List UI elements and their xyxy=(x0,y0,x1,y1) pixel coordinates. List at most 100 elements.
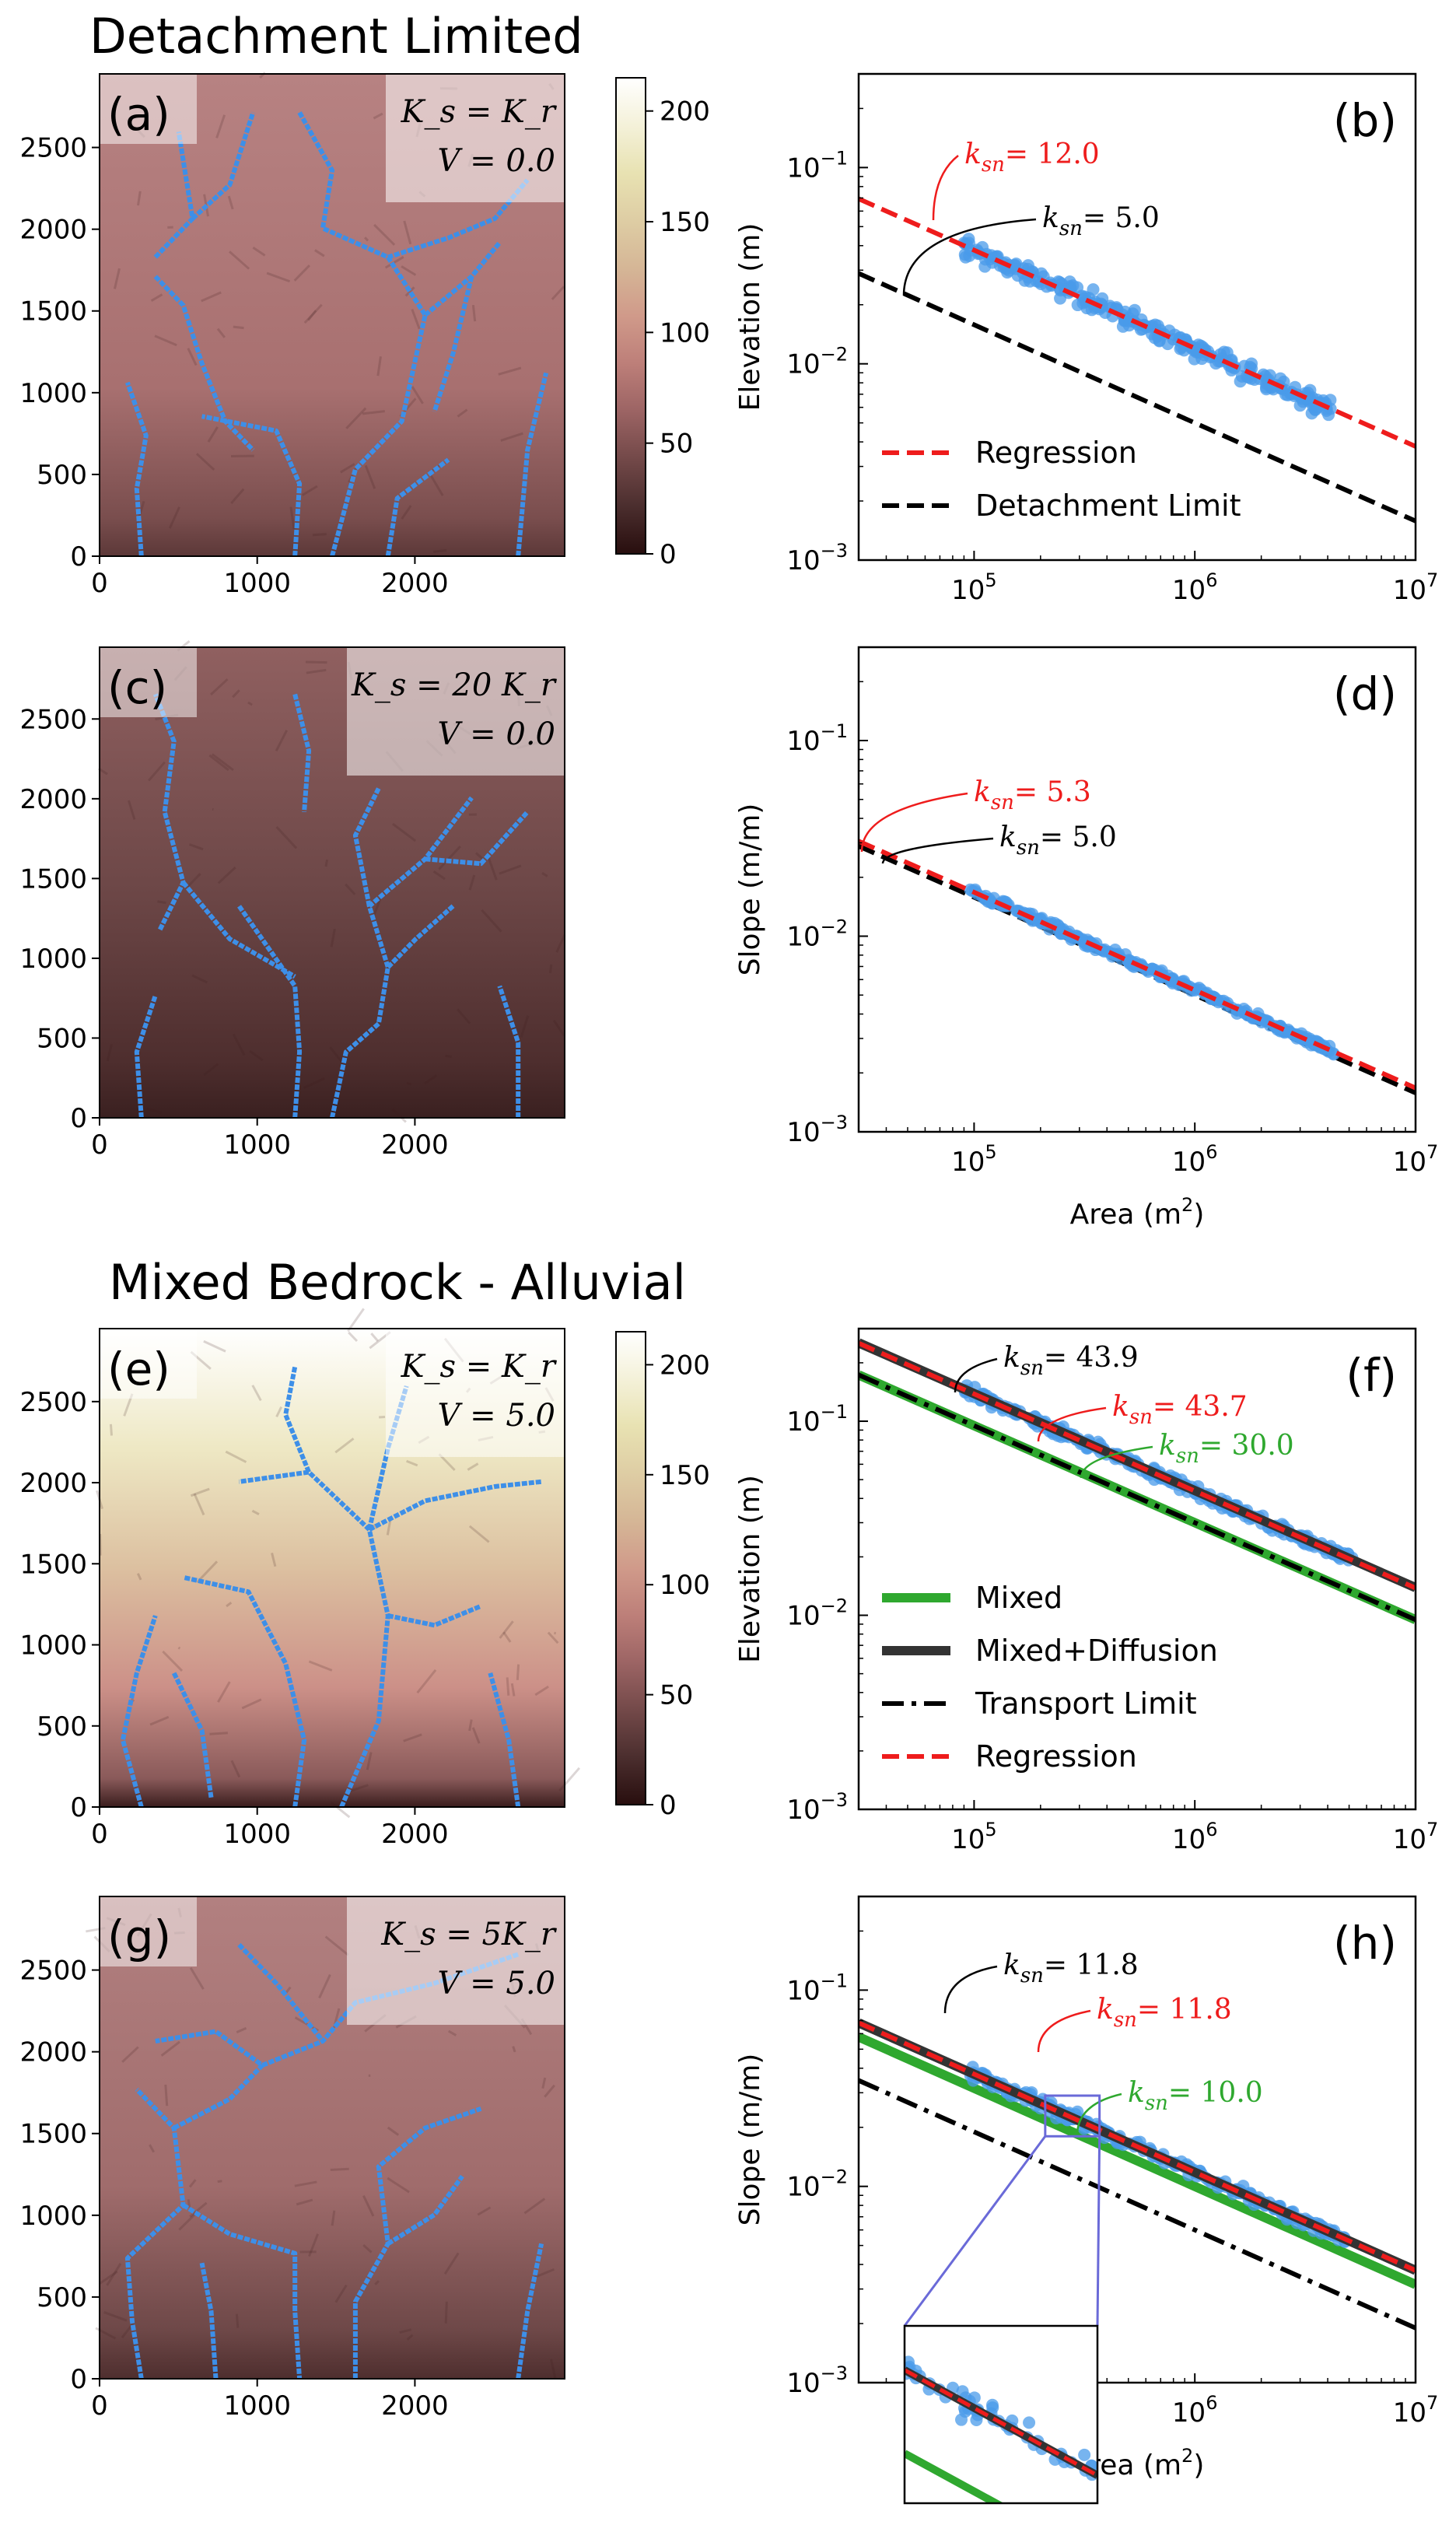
map-xtick-label: 2000 xyxy=(381,568,449,599)
terrain-ridge xyxy=(232,1033,246,1056)
series-line-detachment-limit xyxy=(859,271,1416,524)
xtick-label: 106 xyxy=(1172,1141,1218,1178)
terrain-ridge xyxy=(236,2026,247,2034)
chart-panel-b: 105 106 107 10−3 10−2 10−1 Elevation (m) (b) ksn… xyxy=(734,72,1438,606)
terrain-ridge xyxy=(157,900,166,905)
map-ytick-label: 0 xyxy=(70,1103,87,1134)
terrain-ridge xyxy=(168,506,180,529)
terrain-ridge xyxy=(301,485,318,496)
data-point xyxy=(1148,331,1161,345)
terrain-ridge xyxy=(275,825,298,849)
map-xtick-label: 2000 xyxy=(381,1129,449,1161)
colorbar-tick-label: 150 xyxy=(660,1460,710,1491)
map-equation-box xyxy=(386,74,565,202)
terrain-ridge xyxy=(149,2144,156,2153)
terrain-ridge xyxy=(216,327,226,338)
stream-channel xyxy=(120,1615,158,1808)
ytick-label: 10−1 xyxy=(786,1970,848,2006)
stream-channel xyxy=(352,787,381,907)
map-ytick-label: 1000 xyxy=(19,378,87,409)
map-panels: (a) K_s = K_r V = 0.0 0 1000 2000 0 500 1000 1500… xyxy=(19,72,581,2422)
annotation-text: ksn= 10.0 xyxy=(1128,2077,1263,2115)
annotation-leader xyxy=(902,218,1037,296)
terrain-ridge xyxy=(162,1650,184,1672)
terrain-ridge xyxy=(406,1459,418,1467)
ksn-annotation: ksn= 5.0 xyxy=(881,821,1117,864)
terrain-ridge xyxy=(423,1073,438,1085)
terrain-ridge xyxy=(164,2084,169,2107)
map-ytick-label: 500 xyxy=(37,1711,87,1742)
terrain-ridge xyxy=(474,852,484,860)
inset-data-point xyxy=(985,2398,999,2411)
annotation-text: ksn= 43.7 xyxy=(1112,1391,1248,1429)
map-ytick-label: 1000 xyxy=(19,1630,87,1662)
plot-area xyxy=(859,1329,1416,1809)
xtick-label: 106 xyxy=(1172,2392,1218,2429)
terrain-ridge xyxy=(293,264,310,282)
map-equation-box xyxy=(347,647,565,776)
terrain-ridge xyxy=(457,1008,471,1024)
legend: Mixed Mixed+Diffusion Transport Limit Regre… xyxy=(882,1581,1218,1774)
terrain-ridge xyxy=(305,660,327,664)
map-panel-label: (e) xyxy=(107,1343,170,1396)
terrain-ridge xyxy=(370,1333,379,1342)
terrain-ridge xyxy=(481,909,502,933)
colorbar-tick-label: 150 xyxy=(660,207,710,238)
annotation-text: ksn= 11.8 xyxy=(1097,1994,1232,2032)
terrain-ridge xyxy=(374,2280,380,2285)
terrain-ridge xyxy=(207,426,219,443)
terrain-ridge xyxy=(558,1767,581,1792)
map-ytick-label: 2000 xyxy=(19,215,87,246)
terrain-ridge xyxy=(366,1752,373,1770)
terrain-ridge xyxy=(318,1973,331,1999)
terrain-ridge xyxy=(416,1669,437,1694)
terrain-ridge xyxy=(534,2268,555,2279)
map-ytick-label: 2000 xyxy=(19,2037,87,2068)
terrain-ridge xyxy=(362,410,385,415)
terrain-ridge xyxy=(403,220,412,245)
map-equation: K_s = 20 K_r V = 0.0 xyxy=(351,667,558,752)
series-line-regression xyxy=(859,839,1416,1091)
terrain-ridge xyxy=(193,1493,205,1516)
terrain-ridge xyxy=(227,195,234,210)
ksn-annotation: ksn= 11.8 xyxy=(1037,1994,1232,2053)
map-equation-v: V = 0.0 xyxy=(438,716,555,752)
map-equation-v: V = 0.0 xyxy=(438,143,555,179)
inset-data-point xyxy=(1078,2448,1091,2461)
terrain-ridge xyxy=(121,2046,139,2063)
data-point xyxy=(1080,302,1094,315)
ytick-label: 10−1 xyxy=(786,1401,848,1438)
map-equation-box xyxy=(347,1896,565,2025)
terrain-ridge xyxy=(331,2210,336,2226)
y-axis-label: Slope (m/m) xyxy=(734,2054,766,2226)
stream-channel xyxy=(352,2106,482,2379)
terrain-ridge xyxy=(467,1462,479,1471)
terrain-ridge xyxy=(247,701,253,706)
terrain-ridge xyxy=(345,407,367,429)
map-label-box xyxy=(100,1329,197,1399)
map-xtick-label: 0 xyxy=(91,2390,108,2422)
terrain-ridge xyxy=(364,464,376,489)
terrain-ridge xyxy=(330,2167,349,2171)
ksn-annotation: ksn= 12.0 xyxy=(932,138,1100,221)
data-point xyxy=(1098,306,1111,319)
data-point xyxy=(1195,339,1208,352)
colorbar-tick-label: 200 xyxy=(660,1350,710,1381)
terrain-ridge xyxy=(349,1784,369,1792)
map-panel-label: (a) xyxy=(107,88,170,141)
colorbar-tick-label: 0 xyxy=(660,1790,677,1821)
map-panel-label: (g) xyxy=(107,1910,171,1963)
terrain-ridge xyxy=(187,873,201,888)
map-ytick-label: 1000 xyxy=(19,2201,87,2232)
terrain-ridge xyxy=(150,293,163,302)
zoom-connector xyxy=(1096,2136,1101,2327)
stream-channel xyxy=(236,905,303,1119)
stream-channel xyxy=(385,457,450,557)
inset-data-point xyxy=(956,2385,969,2398)
terrain-ridge xyxy=(499,1620,514,1639)
inset-data-point xyxy=(1023,2416,1036,2429)
map-equation-box xyxy=(386,1329,565,1457)
stream-channel xyxy=(292,693,312,813)
terrain-ridge xyxy=(241,1698,262,1710)
